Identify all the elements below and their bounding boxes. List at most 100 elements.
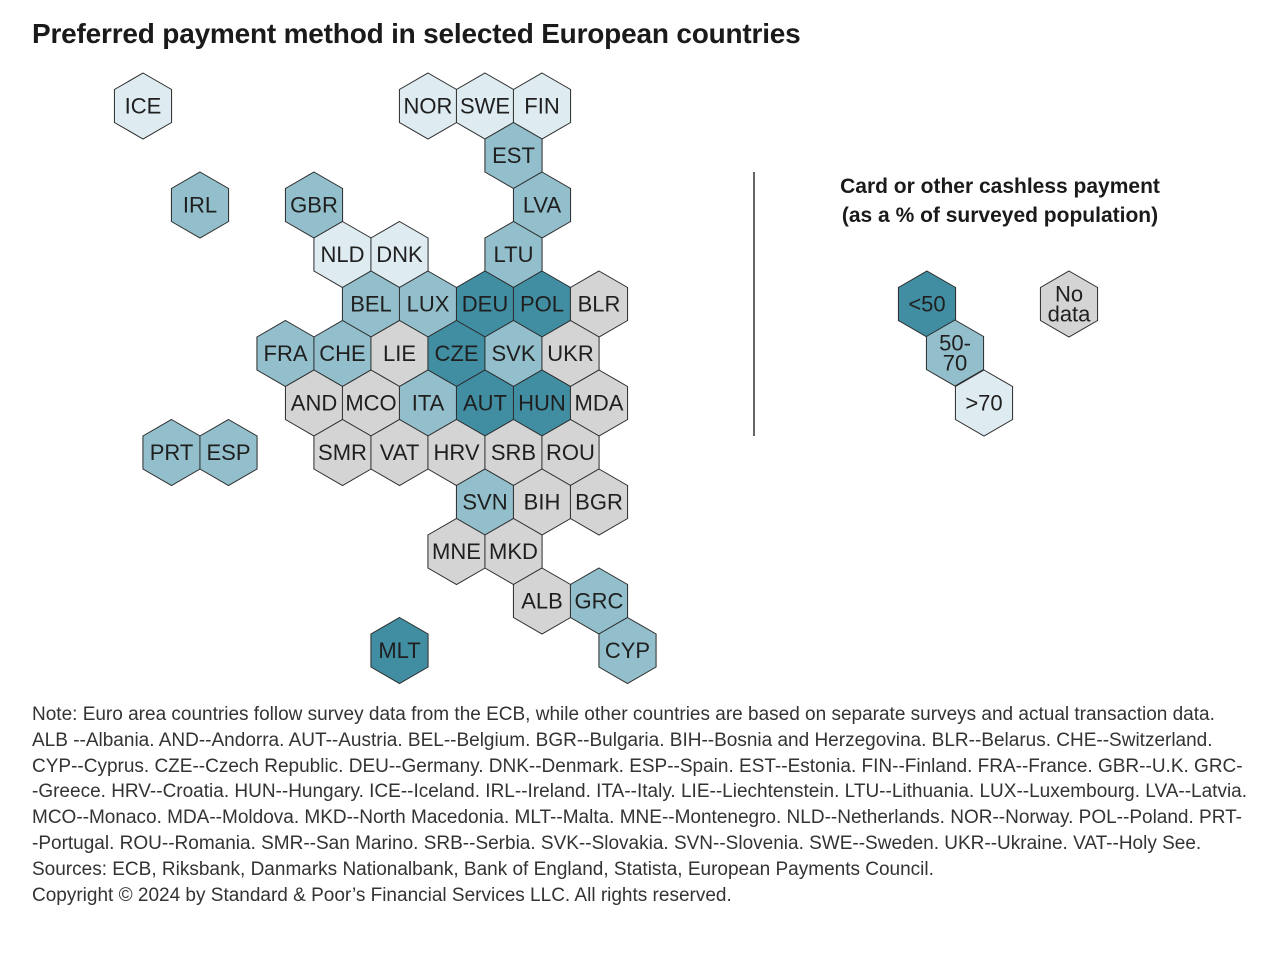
hex-blr: BLR: [569, 270, 629, 338]
hex-pol: POL: [512, 270, 572, 338]
hex-bgr-shape: [569, 468, 629, 536]
hex-mlt-shape: [370, 616, 429, 685]
sources-text: Sources: ECB, Riksbank, Danmarks Nationa…: [32, 858, 934, 880]
hex-prt-label: PRT: [150, 440, 194, 465]
legend-hex-gt70-label: >70: [965, 391, 1002, 416]
hex-prt: PRT: [142, 418, 201, 487]
hex-swe: SWE: [455, 72, 515, 140]
hex-mne-label: MNE: [432, 539, 481, 564]
hex-ukr: UKR: [541, 319, 600, 388]
hex-dnk: DNK: [370, 220, 429, 289]
hex-rou: ROU: [541, 418, 600, 487]
legend-hex-50-70-label: 50-: [939, 330, 971, 355]
hex-dnk-label: DNK: [376, 242, 423, 267]
legend-hex-nodata-label: No: [1055, 281, 1083, 306]
hex-alb: ALB: [512, 567, 572, 635]
hex-hrv-label: HRV: [433, 440, 479, 465]
hex-hrv: HRV: [427, 418, 486, 487]
hex-hun-label: HUN: [518, 391, 566, 416]
legend-hex-lt50-label: <50: [908, 292, 945, 317]
hex-lva: LVA: [512, 171, 572, 239]
hex-bgr-label: BGR: [575, 490, 623, 515]
hex-fin-label: FIN: [524, 94, 559, 119]
hex-esp-label: ESP: [206, 440, 250, 465]
hex-cyp-shape: [598, 616, 657, 685]
hex-ukr-label: UKR: [547, 341, 593, 366]
hex-cze: CZE: [427, 319, 486, 388]
hex-vat-label: VAT: [380, 440, 420, 465]
hex-nld-label: NLD: [320, 242, 364, 267]
hex-smr: SMR: [313, 418, 372, 487]
hex-smr-label: SMR: [318, 440, 367, 465]
hex-mco-label: MCO: [345, 391, 396, 416]
hex-and-label: AND: [291, 391, 337, 416]
hex-bgr: BGR: [569, 468, 629, 536]
note-text: Note: Euro area countries follow survey …: [32, 704, 1248, 854]
legend-hex-nodata-label: data: [1048, 302, 1092, 327]
hex-deu-label: DEU: [462, 292, 508, 317]
hex-rou-label: ROU: [546, 440, 595, 465]
hex-che: CHE: [313, 319, 372, 388]
legend-hex-gt70-shape: [954, 369, 1014, 437]
hex-fin: FIN: [512, 72, 572, 140]
hex-ltu: LTU: [484, 220, 543, 289]
hex-cyp: CYP: [598, 616, 657, 685]
hex-mlt-label: MLT: [378, 638, 420, 663]
legend-hex-gt70: >70: [954, 369, 1014, 437]
hex-srb: SRB: [484, 418, 543, 487]
hex-che-label: CHE: [319, 341, 365, 366]
hex-fra-label: FRA: [264, 341, 308, 366]
chart-title: Preferred payment method in selected Eur…: [32, 18, 801, 49]
hex-and: AND: [284, 369, 344, 437]
hex-svn-label: SVN: [462, 490, 507, 515]
hex-ita-label: ITA: [412, 391, 445, 416]
legend-title-line-1: Card or other cashless payment: [840, 175, 1160, 198]
hex-lva-label: LVA: [523, 193, 562, 218]
hex-bih-label: BIH: [524, 490, 561, 515]
footnotes: Note: Euro area countries follow survey …: [32, 702, 1248, 908]
hex-ice: ICE: [113, 72, 173, 140]
hex-deu: DEU: [455, 270, 515, 338]
hex-svk-label: SVK: [491, 341, 535, 366]
hex-pol-label: POL: [520, 292, 564, 317]
hex-mkd-label: MKD: [489, 539, 538, 564]
hex-cze-label: CZE: [435, 341, 479, 366]
hex-esp-shape: [199, 418, 258, 487]
hex-esp: ESP: [199, 418, 258, 487]
legend-hex-lt50: <50: [897, 270, 957, 338]
legend-hex-50-70-shape: [925, 319, 985, 387]
legend-hex-50-70: 50-70: [925, 319, 985, 387]
legend-hex-50-70-label: 70: [943, 351, 967, 376]
legend-hex-nodata-shape: [1039, 270, 1099, 338]
hex-nor-label: NOR: [404, 94, 453, 119]
hex-bel: BEL: [341, 270, 401, 338]
hex-srb-label: SRB: [491, 440, 536, 465]
hex-irl: IRL: [170, 171, 230, 239]
hex-irl-shape: [170, 171, 230, 239]
hex-grc: GRC: [569, 567, 629, 635]
hex-ice-label: ICE: [125, 94, 162, 119]
hex-tile-map: ICE NOR SWE FIN EST IRL GBR LVA NLD DNK LTU BEL LUX D…: [113, 72, 1099, 685]
hex-ltu-label: LTU: [494, 242, 534, 267]
hex-mkd: MKD: [484, 517, 543, 586]
legend-title: Card or other cashless payment (as a % o…: [790, 172, 1210, 230]
hex-bih: BIH: [512, 468, 572, 536]
hex-mco: MCO: [341, 369, 401, 437]
hex-fra: FRA: [256, 319, 315, 388]
hex-mda-label: MDA: [575, 391, 624, 416]
hex-cyp-label: CYP: [605, 638, 650, 663]
hex-ita: ITA: [398, 369, 458, 437]
hex-lie-label: LIE: [383, 341, 416, 366]
hex-gbr-label: GBR: [290, 193, 338, 218]
country-hexes: ICE NOR SWE FIN EST IRL GBR LVA NLD DNK LTU BEL LUX D…: [113, 72, 657, 685]
hex-swe-label: SWE: [460, 94, 510, 119]
hex-nor: NOR: [398, 72, 458, 140]
hex-mda: MDA: [569, 369, 629, 437]
hex-alb-label: ALB: [521, 589, 563, 614]
hex-aut-label: AUT: [463, 391, 507, 416]
hex-blr-label: BLR: [578, 292, 621, 317]
legend-title-line-2: (as a % of surveyed population): [841, 204, 1159, 227]
hex-ice-shape: [113, 72, 173, 140]
